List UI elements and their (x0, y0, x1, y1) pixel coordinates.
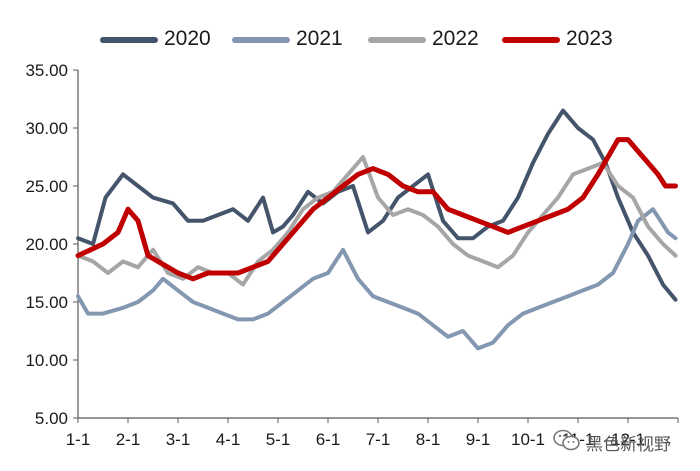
legend-label-2021: 2021 (296, 27, 343, 50)
x-tick-label: 7-1 (366, 430, 391, 449)
legend-label-2022: 2022 (432, 27, 479, 50)
y-tick-label: 30.00 (25, 119, 68, 138)
y-tick-label: 20.00 (25, 235, 68, 254)
x-tick-label: 6-1 (316, 430, 341, 449)
y-tick-label: 35.00 (25, 61, 68, 80)
legend-swatch-2023 (502, 37, 560, 43)
x-tick-label: 4-1 (216, 430, 241, 449)
x-tick-label: 3-1 (166, 430, 191, 449)
series-line-2023 (75, 137, 678, 282)
legend-label-2020: 2020 (164, 27, 211, 50)
y-tick-label: 25.00 (25, 177, 68, 196)
x-tick-label: 10-1 (511, 430, 545, 449)
x-tick-label: 1-1 (66, 430, 91, 449)
legend: 2020 2021 2022 2023 (0, 24, 700, 54)
watermark-text: 黑色新视野 (586, 435, 671, 455)
series-line-2020 (76, 108, 678, 302)
x-tick-label: 8-1 (416, 430, 441, 449)
x-tick-label: 5-1 (266, 430, 291, 449)
series-line-2022 (76, 155, 678, 287)
series-line-2021 (76, 207, 678, 351)
y-tick-label: 5.00 (35, 409, 68, 428)
y-tick-label: 10.00 (25, 351, 68, 370)
x-tick-label: 2-1 (116, 430, 141, 449)
x-tick-label: 12-1 (611, 430, 645, 449)
legend-swatch-2020 (100, 37, 158, 43)
x-tick-label: 9-1 (466, 430, 491, 449)
legend-swatch-2022 (368, 37, 426, 43)
watermark: 黑色新视野 (552, 428, 692, 455)
wechat-icon (553, 429, 580, 451)
legend-label-2023: 2023 (566, 27, 613, 50)
y-tick-label: 15.00 (25, 293, 68, 312)
legend-swatch-2021 (232, 37, 290, 43)
